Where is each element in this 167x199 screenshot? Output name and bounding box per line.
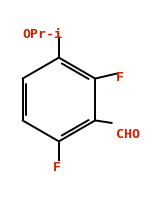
- Text: OPr-i: OPr-i: [22, 28, 62, 41]
- Text: F: F: [53, 161, 61, 174]
- Text: CHO: CHO: [116, 128, 140, 141]
- Text: F: F: [116, 71, 124, 84]
